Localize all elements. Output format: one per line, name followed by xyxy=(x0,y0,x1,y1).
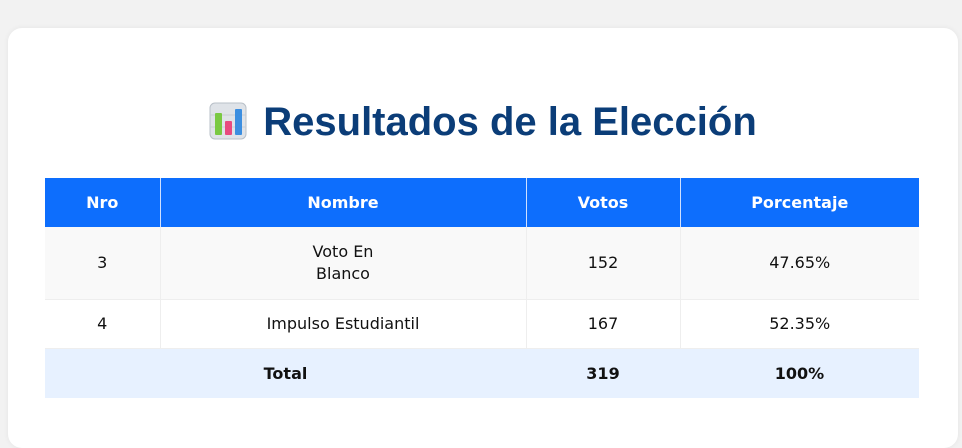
cell: 152 xyxy=(526,227,681,300)
header-row: Nro Nombre Votos Porcentaje xyxy=(45,178,919,227)
title-row: Resultados de la Elección xyxy=(8,98,958,146)
cell: 4 xyxy=(45,299,161,349)
cell: Impulso Estudiantil xyxy=(160,299,527,349)
results-table: Nro Nombre Votos Porcentaje 3 Voto En Bl… xyxy=(45,178,919,398)
column-header: Nro xyxy=(45,178,161,227)
column-header: Porcentaje xyxy=(680,178,919,227)
total-votes: 319 xyxy=(526,348,680,398)
chart-icon xyxy=(209,102,247,140)
title-text: Resultados de la Elección xyxy=(263,100,757,144)
cell: 52.35% xyxy=(680,299,919,349)
table-row: 4 Impulso Estudiantil 167 52.35% xyxy=(45,299,919,349)
cell: Voto En Blanco xyxy=(160,227,527,300)
total-row: Total 319 100% xyxy=(45,348,919,398)
page: Resultados de la Elección Nro Nombre Vot… xyxy=(8,28,958,448)
cell: 3 xyxy=(45,227,161,300)
table-row: 3 Voto En Blanco 152 47.65% xyxy=(45,227,919,300)
column-header: Votos xyxy=(526,178,681,227)
cell: 47.65% xyxy=(680,227,919,300)
column-header: Nombre xyxy=(160,178,527,227)
cell: 167 xyxy=(526,299,681,349)
total-label: Total xyxy=(45,348,526,398)
card: Resultados de la Elección Nro Nombre Vot… xyxy=(8,28,958,448)
total-percent: 100% xyxy=(680,348,919,398)
